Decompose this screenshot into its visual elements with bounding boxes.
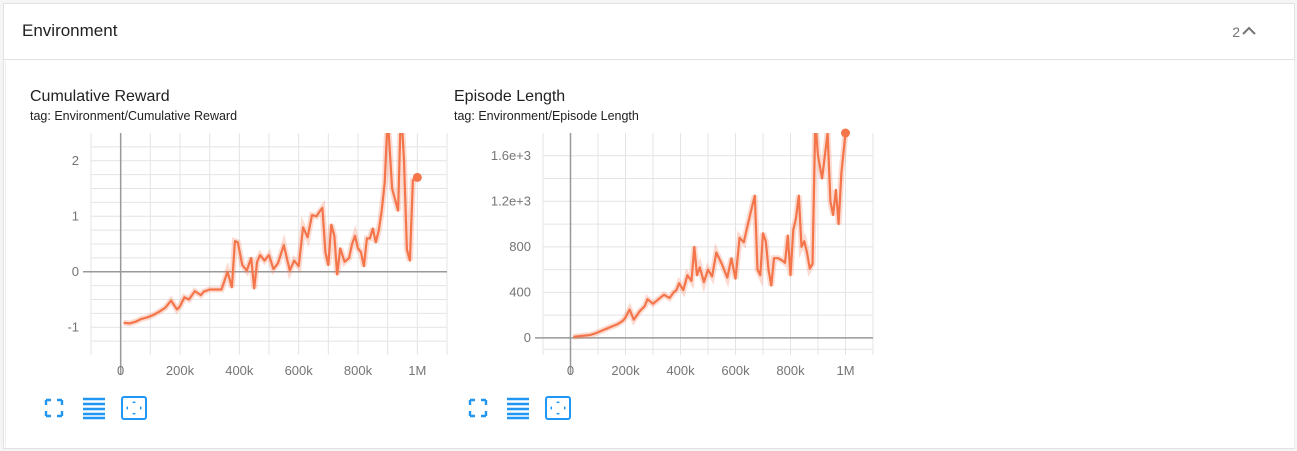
fullscreen-icon[interactable] — [40, 395, 68, 421]
y-tick-label: 0 — [524, 330, 531, 345]
y-tick-label: 1.2e+3 — [491, 193, 531, 208]
x-tick-label: 0 — [567, 363, 574, 378]
episode-length-chart[interactable]: 1.6e+3 1.2e+3 800 400 0 0 200k 400k 600k 800k 1M — [454, 128, 894, 393]
y-tick-label: 1 — [72, 208, 79, 223]
x-tick-label: 1M — [836, 363, 854, 378]
fullscreen-icon[interactable] — [464, 395, 492, 421]
series-smoothing-band — [572, 133, 849, 340]
panel-card-count: 2 — [1232, 24, 1240, 40]
chevron-up-icon[interactable] — [1240, 22, 1258, 40]
x-tick-label: 800k — [776, 363, 805, 378]
x-tick-label: 1M — [408, 363, 426, 378]
y-tick-label: 0 — [72, 264, 79, 279]
chart-title: Cumulative Reward — [30, 88, 170, 105]
y-tick-label: 800 — [509, 239, 531, 254]
y-tick-label: 2 — [72, 153, 79, 168]
x-tick-label: 0 — [117, 363, 124, 378]
chart-card-cumulative-reward: Cumulative Reward tag: Environment/Cumul… — [30, 85, 450, 425]
panel-header[interactable]: Environment 2 — [4, 4, 1294, 60]
environment-panel: Environment 2 Cumulative Reward tag: Env… — [3, 3, 1295, 449]
series-last-point[interactable] — [412, 172, 422, 182]
series-last-point[interactable] — [841, 128, 850, 138]
fit-domain-icon[interactable] — [544, 395, 572, 421]
chart-tag: tag: Environment/Episode Length — [454, 109, 639, 123]
x-tick-label: 600k — [721, 363, 750, 378]
panel-body: Cumulative Reward tag: Environment/Cumul… — [5, 61, 1295, 447]
toggle-log-scale-icon[interactable] — [504, 395, 532, 421]
x-tick-label: 800k — [344, 363, 373, 378]
y-tick-label: 1.6e+3 — [491, 148, 531, 163]
chart-tag: tag: Environment/Cumulative Reward — [30, 109, 238, 123]
grid — [90, 133, 448, 355]
x-tick-label: 200k — [611, 363, 640, 378]
fit-domain-icon[interactable] — [120, 395, 148, 421]
series-line — [573, 133, 847, 338]
y-tick-label: 400 — [509, 284, 531, 299]
series-line — [123, 133, 418, 325]
chart-title: Episode Length — [454, 88, 566, 105]
y-tick-label: -1 — [67, 319, 79, 334]
x-tick-label: 400k — [225, 363, 254, 378]
chart-card-episode-length: Episode Length tag: Environment/Episode … — [454, 85, 894, 425]
toggle-log-scale-icon[interactable] — [80, 395, 108, 421]
cumulative-reward-chart[interactable]: 2 1 0 -1 0 200k 400k 600k 800k 1M — [30, 133, 450, 393]
panel-title: Environment — [22, 21, 118, 40]
series-smoothing-band — [123, 133, 419, 327]
x-tick-label: 400k — [666, 363, 695, 378]
x-tick-label: 600k — [285, 363, 314, 378]
x-tick-label: 200k — [166, 363, 195, 378]
